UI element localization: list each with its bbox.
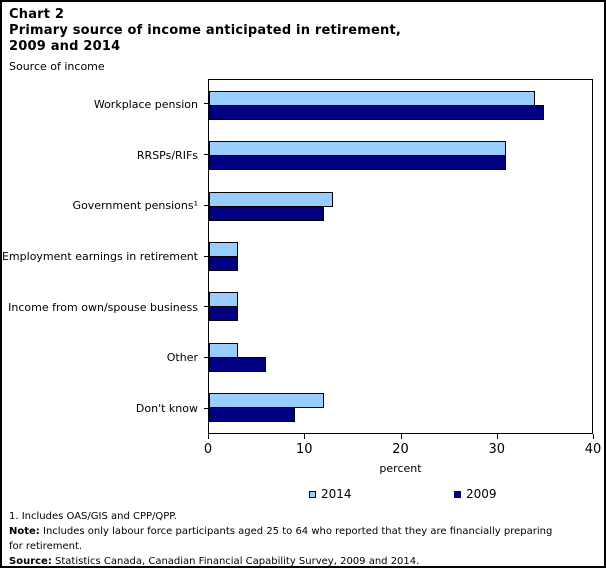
plot-area [208, 79, 593, 434]
bar-2009 [209, 205, 324, 221]
bar-2014 [209, 90, 535, 106]
bar-group [209, 130, 592, 180]
category-tick-mark [204, 306, 208, 308]
x-tick-label: 30 [488, 442, 506, 457]
bar-group [209, 80, 592, 130]
legend-label-2014: 2014 [321, 487, 352, 501]
x-tick-mark [400, 434, 402, 439]
bar-2014 [209, 292, 238, 308]
legend-label-2009: 2009 [466, 487, 497, 501]
bar-group [209, 332, 592, 382]
footnote-note: Note: Includes only labour force partici… [9, 526, 553, 552]
category-label: Other [166, 351, 198, 365]
category-tick-mark [204, 356, 208, 358]
bar-group [209, 282, 592, 332]
bar-2009 [209, 155, 506, 171]
y-axis-caption: Source of income [9, 60, 105, 73]
category-tick-mark [204, 103, 208, 105]
x-axis-title: percent [379, 462, 422, 475]
x-tick-mark [593, 434, 594, 439]
footnotes: 1. Includes OAS/GIS and CPP/QPP. Note: I… [9, 509, 554, 567]
category-tick-mark [204, 204, 208, 206]
x-tick-mark [304, 434, 306, 439]
category-tick-mark [204, 154, 208, 156]
chart-number: Chart 2 [9, 7, 65, 22]
x-axis-ticks [208, 433, 594, 439]
footnote-source: Source: Statistics Canada, Canadian Fina… [9, 556, 420, 567]
x-tick-label: 10 [295, 442, 313, 457]
legend-item-2014: 2014 [309, 487, 352, 501]
chart-header: Chart 2 Primary source of income anticip… [9, 7, 401, 74]
x-tick-label: 20 [392, 442, 409, 457]
bar-2009 [209, 407, 296, 423]
category-tick-mark [204, 407, 208, 409]
bar-2009 [209, 255, 238, 271]
bar-2014 [209, 191, 334, 207]
category-label: Don't know [135, 402, 198, 416]
x-tick-label: 40 [584, 442, 602, 457]
footnote-1: 1. Includes OAS/GIS and CPP/QPP. [9, 511, 177, 522]
category-label: RRSPs/RIFs [136, 148, 198, 162]
bar-2014 [209, 141, 506, 157]
chart-title-line2: 2009 and 2014 [9, 39, 121, 54]
x-tick-label: 0 [203, 442, 213, 457]
bar-2014 [209, 241, 238, 257]
x-tick-mark [496, 434, 498, 439]
bar-2009 [209, 356, 267, 372]
legend-swatch-2009 [454, 490, 461, 498]
category-label: Government pensions¹ [72, 199, 198, 213]
category-labels: Workplace pension RRSPs/RIFs Government pe… [2, 79, 208, 434]
legend-item-2009: 2009 [454, 487, 497, 501]
bar-2014 [209, 393, 324, 409]
category-label: Income from own/spouse business [8, 300, 198, 314]
legend: 2014 2009 [2, 487, 604, 503]
x-axis-labels: 0 10 20 30 40 [204, 442, 601, 457]
bar-2009 [209, 104, 545, 120]
category-label: Workplace pension [93, 97, 198, 111]
category-tick-mark [204, 255, 208, 257]
bar-2009 [209, 306, 238, 322]
category-label: Employment earnings in retirement [1, 249, 198, 263]
legend-swatch-2014 [309, 490, 316, 498]
bar-2014 [209, 342, 238, 358]
bar-group [209, 383, 592, 433]
bar-group [209, 181, 592, 231]
chart-title-line1: Primary source of income anticipated in … [9, 23, 401, 38]
bar-group [209, 231, 592, 281]
x-tick-mark [208, 434, 209, 439]
